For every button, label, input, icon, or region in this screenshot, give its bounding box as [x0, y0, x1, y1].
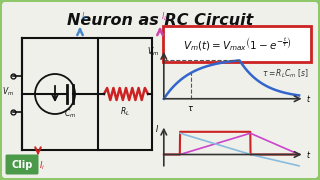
Text: $C_m$: $C_m$ — [64, 108, 76, 120]
Text: $V_m$: $V_m$ — [2, 86, 14, 98]
Text: Neuron as RC Circuit: Neuron as RC Circuit — [67, 13, 253, 28]
Text: $V_m$: $V_m$ — [147, 46, 159, 58]
Text: $I_L$: $I_L$ — [161, 10, 168, 23]
Text: $t$: $t$ — [306, 93, 311, 104]
Text: $V_m(t) = V_{max}\left(1 - e^{-\frac{t}{\tau}}\right)$: $V_m(t) = V_{max}\left(1 - e^{-\frac{t}{… — [183, 35, 291, 53]
FancyBboxPatch shape — [2, 2, 318, 178]
Text: $\tau$: $\tau$ — [187, 104, 195, 113]
Text: $I_C$: $I_C$ — [81, 10, 90, 23]
Bar — [163, 26, 311, 62]
Text: Clip: Clip — [11, 159, 33, 170]
Text: $t$: $t$ — [306, 149, 311, 160]
FancyBboxPatch shape — [5, 154, 38, 174]
Text: $I_i$: $I_i$ — [39, 159, 45, 172]
Text: $\tau = R_L C_m\ [s]$: $\tau = R_L C_m\ [s]$ — [262, 67, 309, 80]
Text: $I$: $I$ — [155, 123, 159, 134]
Text: $R_L$: $R_L$ — [120, 106, 130, 118]
